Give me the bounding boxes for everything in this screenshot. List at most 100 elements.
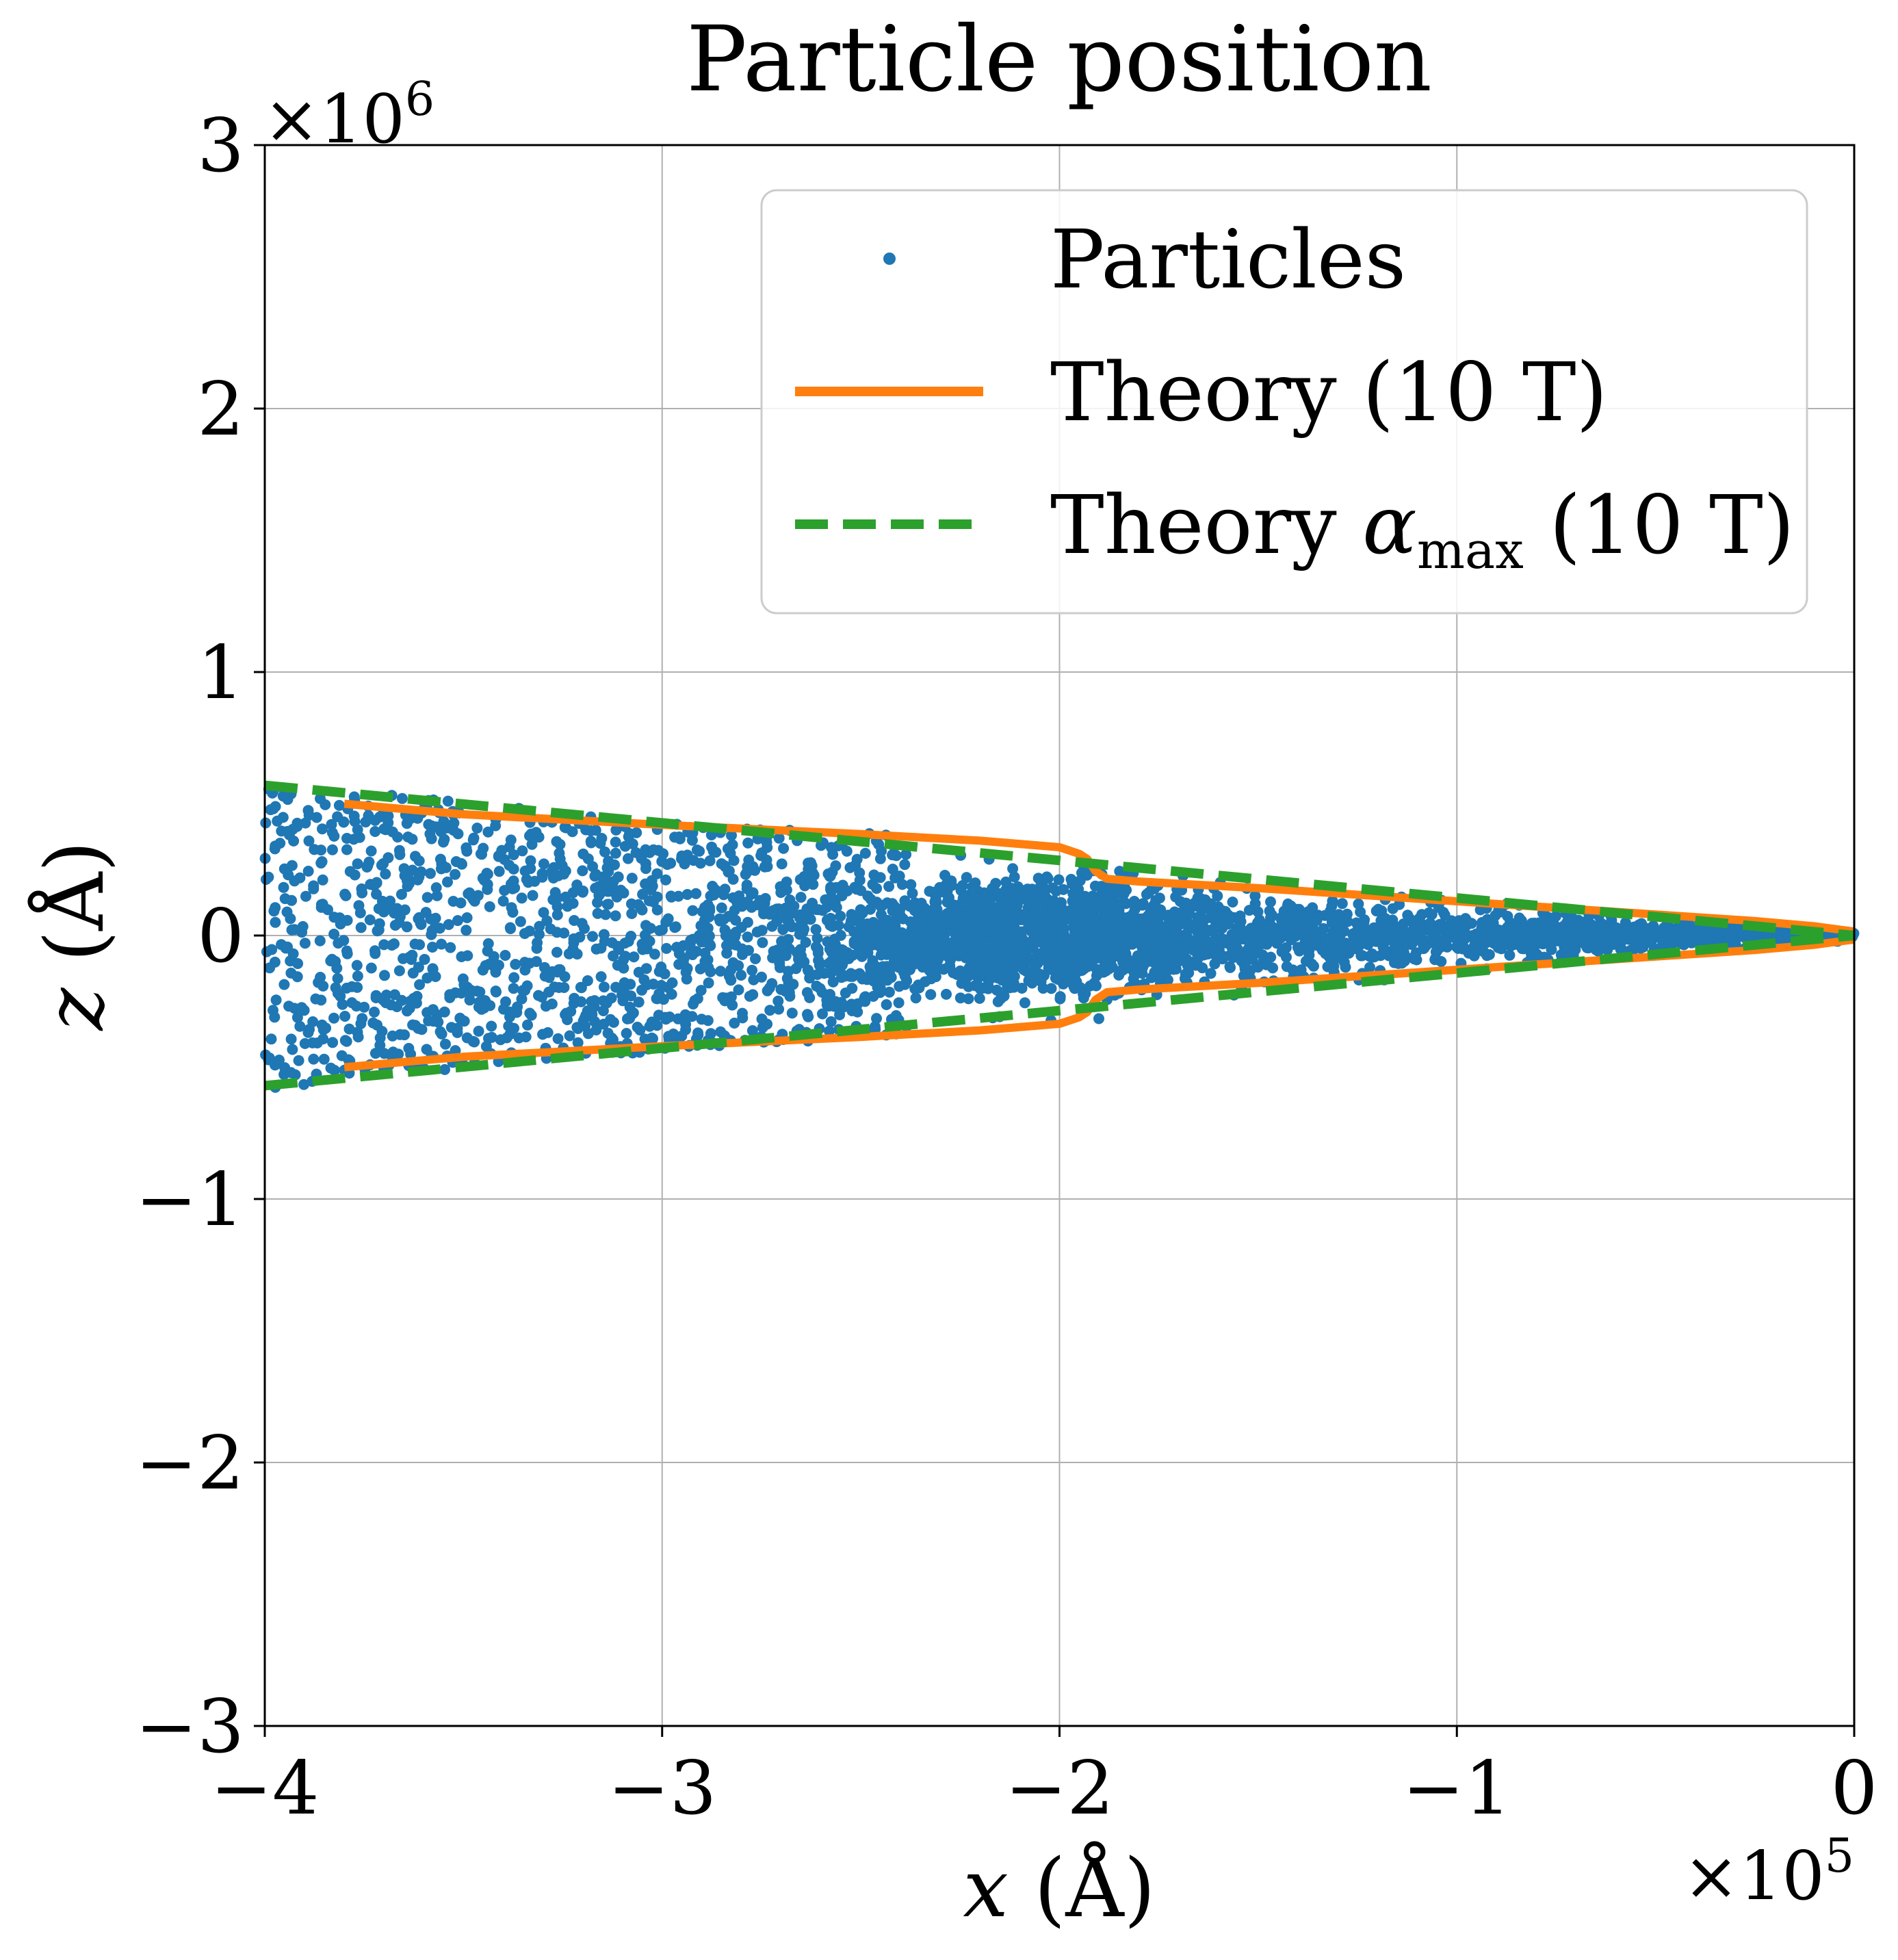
particle-point (1087, 899, 1099, 910)
particle-point (1054, 993, 1066, 1005)
particle-point (887, 849, 898, 861)
particle-point (803, 1011, 814, 1022)
particle-point (1026, 977, 1038, 989)
particle-point (435, 863, 447, 875)
particle-point (1227, 942, 1238, 954)
particle-point (855, 885, 867, 897)
particle-point (436, 938, 447, 950)
particle-point (401, 921, 413, 933)
particle-point (858, 994, 870, 1005)
particle-point (386, 940, 398, 951)
particle-point (282, 941, 293, 953)
particle-point (595, 838, 606, 849)
particle-point (700, 936, 712, 948)
particle-point (532, 937, 543, 949)
particle-point (824, 871, 835, 882)
particle-point (317, 823, 328, 835)
particle-point (653, 1009, 664, 1021)
particle-point (993, 911, 1004, 923)
legend-theory-label: Theory (10 T) (1050, 345, 1608, 439)
particle-point (718, 914, 729, 925)
particle-point (552, 1033, 564, 1044)
legend-alpha-symbol: α (1362, 478, 1417, 572)
particle-point (969, 901, 980, 913)
particle-point (402, 831, 414, 842)
particle-point (440, 1038, 451, 1050)
particle-point (493, 866, 505, 877)
particle-point (1091, 964, 1102, 975)
particle-point (868, 990, 879, 1002)
particle-point (1076, 903, 1087, 914)
particle-point (695, 920, 707, 931)
particle-point (1596, 920, 1608, 932)
particle-point (300, 890, 311, 902)
y-tick-label: −2 (135, 1421, 244, 1506)
particle-point (429, 922, 441, 933)
particle-point (1152, 956, 1163, 968)
particle-point (332, 972, 343, 984)
particle-point (729, 931, 741, 942)
particle-point (1570, 920, 1582, 932)
particle-point (421, 972, 433, 984)
particle-point (499, 950, 511, 961)
particle-point (746, 1025, 758, 1036)
particle-point (536, 871, 548, 883)
particle-point (876, 909, 887, 920)
particle-point (1021, 966, 1032, 977)
particle-point (883, 881, 895, 892)
particle-point (1613, 934, 1624, 946)
particle-point (830, 860, 842, 872)
particle-point (396, 792, 408, 804)
particle-point (389, 989, 400, 1001)
particle-point (733, 984, 744, 996)
particle-point (957, 898, 969, 910)
particle-point (1300, 955, 1312, 967)
particle-point (431, 890, 443, 901)
particle-point (645, 923, 656, 934)
particle-point (515, 916, 526, 927)
particle-point (1266, 920, 1277, 932)
particle-point (365, 962, 377, 974)
particle-point (674, 833, 686, 844)
particle-point (504, 922, 516, 933)
particle-point (1656, 933, 1667, 944)
particle-point (482, 826, 494, 838)
particle-point (352, 858, 363, 870)
particle-point (857, 947, 868, 959)
particle-point (737, 1012, 749, 1024)
particle-point (1002, 980, 1013, 992)
particle-point (930, 964, 941, 975)
particle-point (314, 935, 326, 946)
alpha-max-lower-line (264, 931, 1855, 1091)
particle-point (1078, 992, 1089, 1004)
particle-point (285, 1033, 297, 1045)
particle-point (610, 910, 621, 922)
particle-point (1383, 931, 1395, 942)
particle-point (1165, 916, 1176, 927)
particle-point (923, 952, 935, 964)
particle-point (369, 826, 381, 837)
particle-point (269, 1011, 281, 1023)
particle-point (1387, 903, 1399, 914)
particle-point (951, 968, 963, 980)
particle-point (705, 890, 716, 902)
particle-point (458, 979, 470, 990)
particle-point (524, 1007, 536, 1019)
particle-point (436, 1028, 447, 1040)
particle-point (269, 843, 281, 855)
particle-point (1243, 929, 1255, 941)
particle-point (1302, 923, 1314, 935)
particle-point (841, 845, 853, 857)
particle-point (836, 944, 848, 955)
particle-point (1297, 911, 1309, 922)
particle-point (1180, 944, 1191, 956)
particle-point (1041, 871, 1052, 883)
particle-point (977, 907, 988, 918)
x-tick-label: −3 (608, 1746, 716, 1831)
particle-point (379, 970, 390, 981)
particle-point (1150, 913, 1162, 925)
particle-point (1036, 901, 1048, 913)
particle-point (976, 942, 987, 953)
particle-point (610, 824, 622, 836)
particle-point (619, 977, 630, 988)
